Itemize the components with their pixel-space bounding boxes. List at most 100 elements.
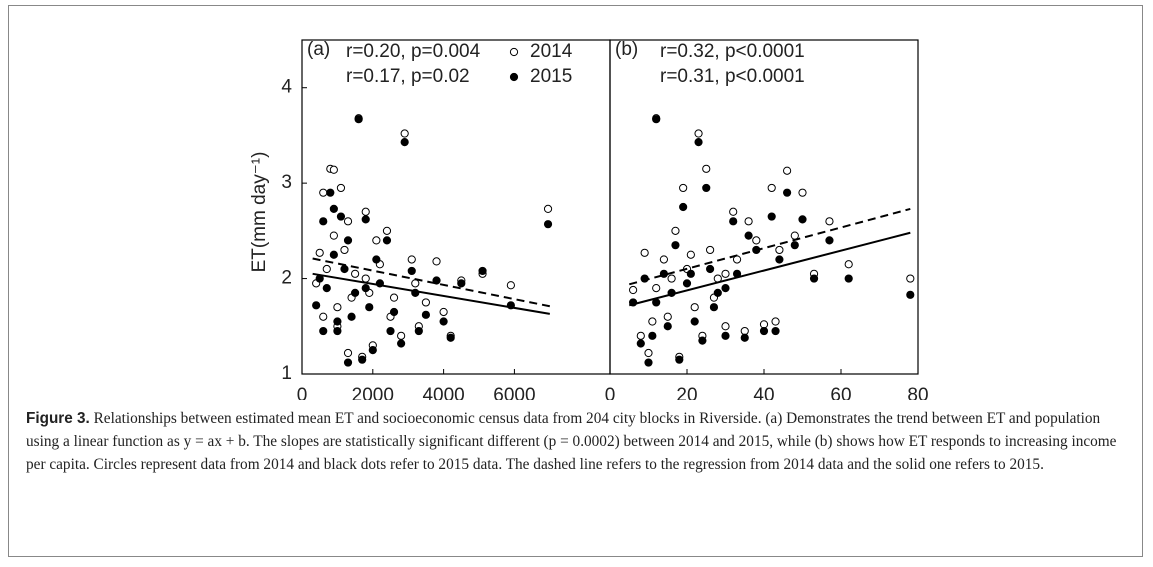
point <box>652 284 661 293</box>
panel-label: (a) <box>307 39 330 60</box>
x-tick-label: 4000 <box>422 385 464 400</box>
x-tick-label: 40 <box>753 385 774 400</box>
point <box>682 279 692 288</box>
point <box>389 307 399 317</box>
point <box>783 188 792 197</box>
point <box>312 301 321 310</box>
point <box>329 250 338 259</box>
point <box>343 348 353 358</box>
point <box>439 307 448 317</box>
point <box>407 266 416 276</box>
point <box>506 281 515 290</box>
point <box>343 236 353 245</box>
point <box>340 264 349 274</box>
point <box>721 331 730 340</box>
point <box>729 217 738 226</box>
point <box>759 320 769 329</box>
point <box>702 164 711 173</box>
point <box>759 326 769 336</box>
annotation: r=0.31, p<0.0001 <box>660 66 805 87</box>
point <box>361 284 370 293</box>
point <box>644 358 653 367</box>
point <box>343 217 353 226</box>
point <box>432 257 441 266</box>
point <box>361 207 370 216</box>
point <box>775 245 784 255</box>
point <box>329 204 338 214</box>
figure-frame <box>8 5 1143 557</box>
point <box>686 250 695 259</box>
point <box>636 339 645 348</box>
point <box>659 255 669 264</box>
point <box>713 288 722 297</box>
point <box>721 322 730 331</box>
point <box>319 217 328 226</box>
point <box>446 333 455 342</box>
panel-label: (b) <box>615 39 638 60</box>
point <box>906 290 915 299</box>
x-tick-label: 0 <box>297 385 308 400</box>
point <box>652 115 661 124</box>
point <box>421 298 431 307</box>
point <box>690 317 699 326</box>
point <box>365 303 374 312</box>
point <box>358 355 367 364</box>
point <box>326 188 335 197</box>
point <box>333 326 342 336</box>
point <box>721 269 730 278</box>
point <box>667 274 676 283</box>
y-tick-label: 4 <box>281 77 292 98</box>
point <box>709 303 719 312</box>
point <box>372 236 381 245</box>
point <box>790 241 799 250</box>
x-tick-label: 0 <box>605 385 616 400</box>
point <box>690 303 699 312</box>
point <box>663 322 672 331</box>
point <box>336 183 346 193</box>
point <box>686 269 695 278</box>
point <box>319 326 328 336</box>
point <box>361 215 370 224</box>
x-tick-label: 6000 <box>493 385 535 400</box>
point <box>648 317 657 326</box>
point <box>351 288 360 297</box>
annotation: r=0.17, p=0.02 <box>346 66 470 87</box>
y-tick-label: 2 <box>281 268 292 289</box>
point <box>389 293 399 302</box>
x-tick-label: 60 <box>830 385 851 400</box>
point <box>771 317 780 326</box>
point <box>636 331 645 340</box>
point <box>319 312 328 321</box>
point <box>407 255 416 264</box>
point <box>752 236 761 245</box>
legend-label: 2014 <box>530 41 573 62</box>
point <box>706 264 715 274</box>
point <box>663 312 672 321</box>
point <box>414 326 423 336</box>
x-tick-label: 80 <box>907 385 928 400</box>
point <box>771 326 780 336</box>
point <box>386 326 395 336</box>
point <box>679 183 688 193</box>
point <box>343 358 353 367</box>
point <box>543 204 553 214</box>
point <box>319 188 328 197</box>
point <box>694 129 703 138</box>
point <box>744 217 753 226</box>
legend-label: 2015 <box>530 66 572 87</box>
fit-line <box>629 231 911 307</box>
annotation: r=0.20, p=0.004 <box>346 41 481 62</box>
x-tick-label: 20 <box>676 385 697 400</box>
x-tick-label: 2000 <box>352 385 394 400</box>
fit-line <box>312 257 551 308</box>
point <box>740 333 749 342</box>
point <box>478 266 487 276</box>
point <box>767 212 776 221</box>
point <box>671 226 680 235</box>
point <box>382 236 392 245</box>
point <box>844 274 853 283</box>
legend-marker <box>509 47 519 57</box>
point <box>644 348 653 358</box>
point <box>333 317 342 326</box>
